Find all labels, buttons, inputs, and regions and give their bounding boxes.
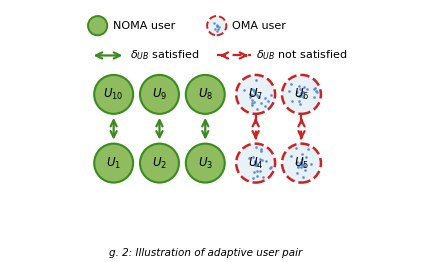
Circle shape <box>236 144 275 183</box>
Text: $U_{2}$: $U_{2}$ <box>152 156 167 171</box>
Text: $U_{10}$: $U_{10}$ <box>103 87 124 102</box>
Text: $U_{3}$: $U_{3}$ <box>198 156 213 171</box>
Circle shape <box>140 75 179 114</box>
Circle shape <box>282 75 321 114</box>
Text: g. 2: Illustration of adaptive user pair: g. 2: Illustration of adaptive user pair <box>108 248 302 258</box>
Text: $U_{7}$: $U_{7}$ <box>248 87 263 102</box>
Text: OMA user: OMA user <box>232 21 286 31</box>
Circle shape <box>94 144 133 183</box>
Circle shape <box>140 144 179 183</box>
Text: $U_{5}$: $U_{5}$ <box>294 156 309 171</box>
Circle shape <box>94 75 133 114</box>
Text: NOMA user: NOMA user <box>113 21 175 31</box>
Text: $\delta_{UB}$ not satisfied: $\delta_{UB}$ not satisfied <box>256 48 347 62</box>
Circle shape <box>186 144 225 183</box>
Text: $U_{4}$: $U_{4}$ <box>248 156 263 171</box>
Text: $U_{6}$: $U_{6}$ <box>294 87 309 102</box>
Text: $U_{9}$: $U_{9}$ <box>152 87 167 102</box>
Text: $\delta_{UB}$ satisfied: $\delta_{UB}$ satisfied <box>130 48 199 62</box>
Circle shape <box>236 75 275 114</box>
Circle shape <box>282 144 321 183</box>
Circle shape <box>207 16 226 35</box>
Circle shape <box>186 75 225 114</box>
Circle shape <box>88 16 107 35</box>
Text: $U_{8}$: $U_{8}$ <box>197 87 213 102</box>
Text: $U_{1}$: $U_{1}$ <box>106 156 121 171</box>
